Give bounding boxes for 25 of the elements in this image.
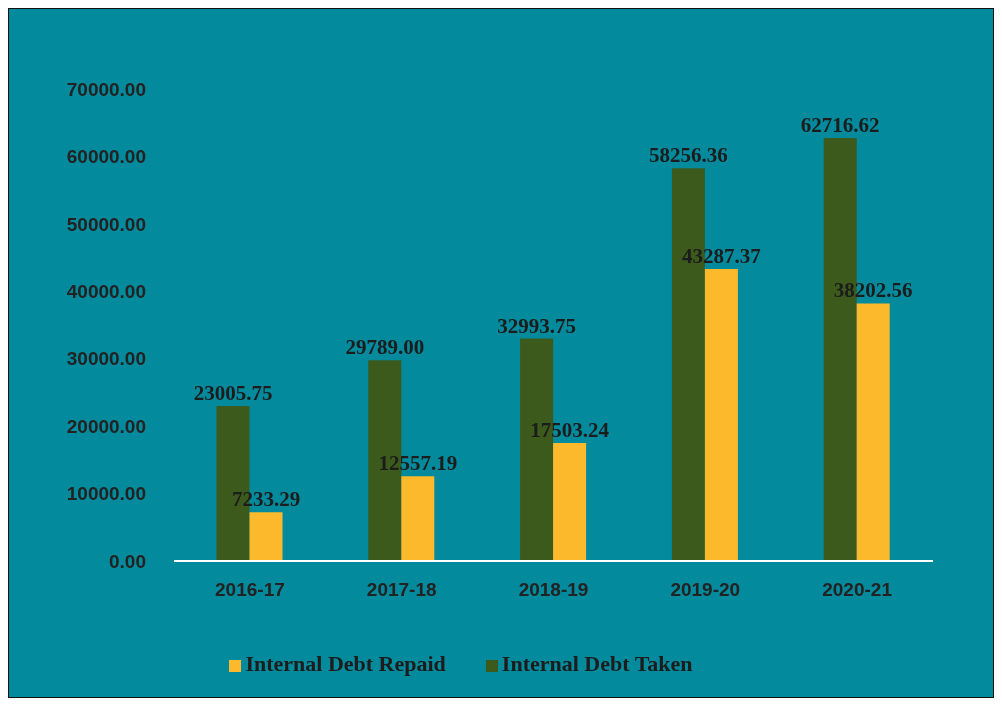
bar: [553, 442, 587, 561]
data-label: 32993.75: [497, 313, 576, 338]
y-tick-label: 50000.00: [66, 213, 146, 235]
y-tick-label: 0.00: [109, 550, 146, 572]
bar: [249, 512, 283, 561]
data-label: 23005.75: [193, 380, 273, 405]
x-tick-label: 2018-19: [518, 579, 589, 601]
y-tick-label: 30000.00: [66, 348, 146, 370]
legend-label: Internal Debt Taken: [501, 651, 693, 676]
data-label: 62716.62: [800, 113, 880, 138]
y-tick-label: 40000.00: [66, 281, 146, 303]
y-tick-label: 70000.00: [66, 78, 146, 100]
data-label: 29789.00: [345, 335, 425, 360]
bar: [856, 303, 890, 561]
y-tick-label: 60000.00: [66, 146, 146, 168]
data-label: 58256.36: [649, 143, 728, 168]
y-tick-label: 20000.00: [66, 415, 146, 437]
bar: [401, 476, 435, 561]
x-tick-label: 2016-17: [215, 579, 285, 601]
bar: [704, 269, 738, 561]
x-tick-label: 2017-18: [366, 579, 437, 601]
y-tick-label: 10000.00: [66, 483, 146, 505]
x-tick-label: 2019-20: [670, 579, 741, 601]
legend-label: Internal Debt Repaid: [245, 651, 446, 676]
x-tick-label: 2020-21: [822, 579, 893, 601]
